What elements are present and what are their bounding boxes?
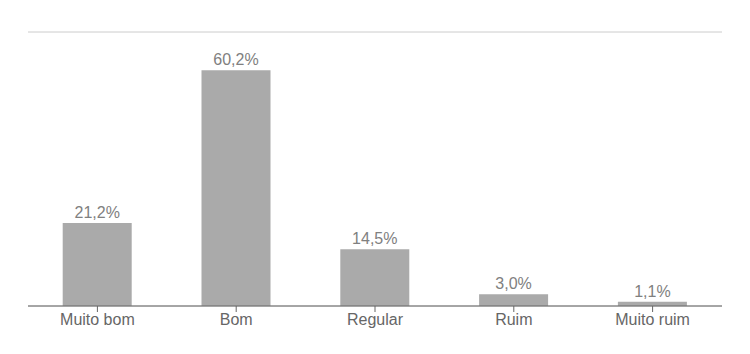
svg-text:1,1%: 1,1% — [634, 283, 670, 300]
svg-text:21,2%: 21,2% — [75, 204, 120, 221]
svg-text:Ruim: Ruim — [495, 311, 532, 328]
svg-text:Muito ruim: Muito ruim — [615, 311, 690, 328]
svg-text:Bom: Bom — [220, 311, 253, 328]
svg-text:Regular: Regular — [347, 311, 404, 328]
svg-text:Muito bom: Muito bom — [60, 311, 135, 328]
svg-text:3,0%: 3,0% — [495, 275, 531, 292]
svg-text:14,5%: 14,5% — [352, 230, 397, 247]
svg-text:60,2%: 60,2% — [213, 51, 258, 68]
